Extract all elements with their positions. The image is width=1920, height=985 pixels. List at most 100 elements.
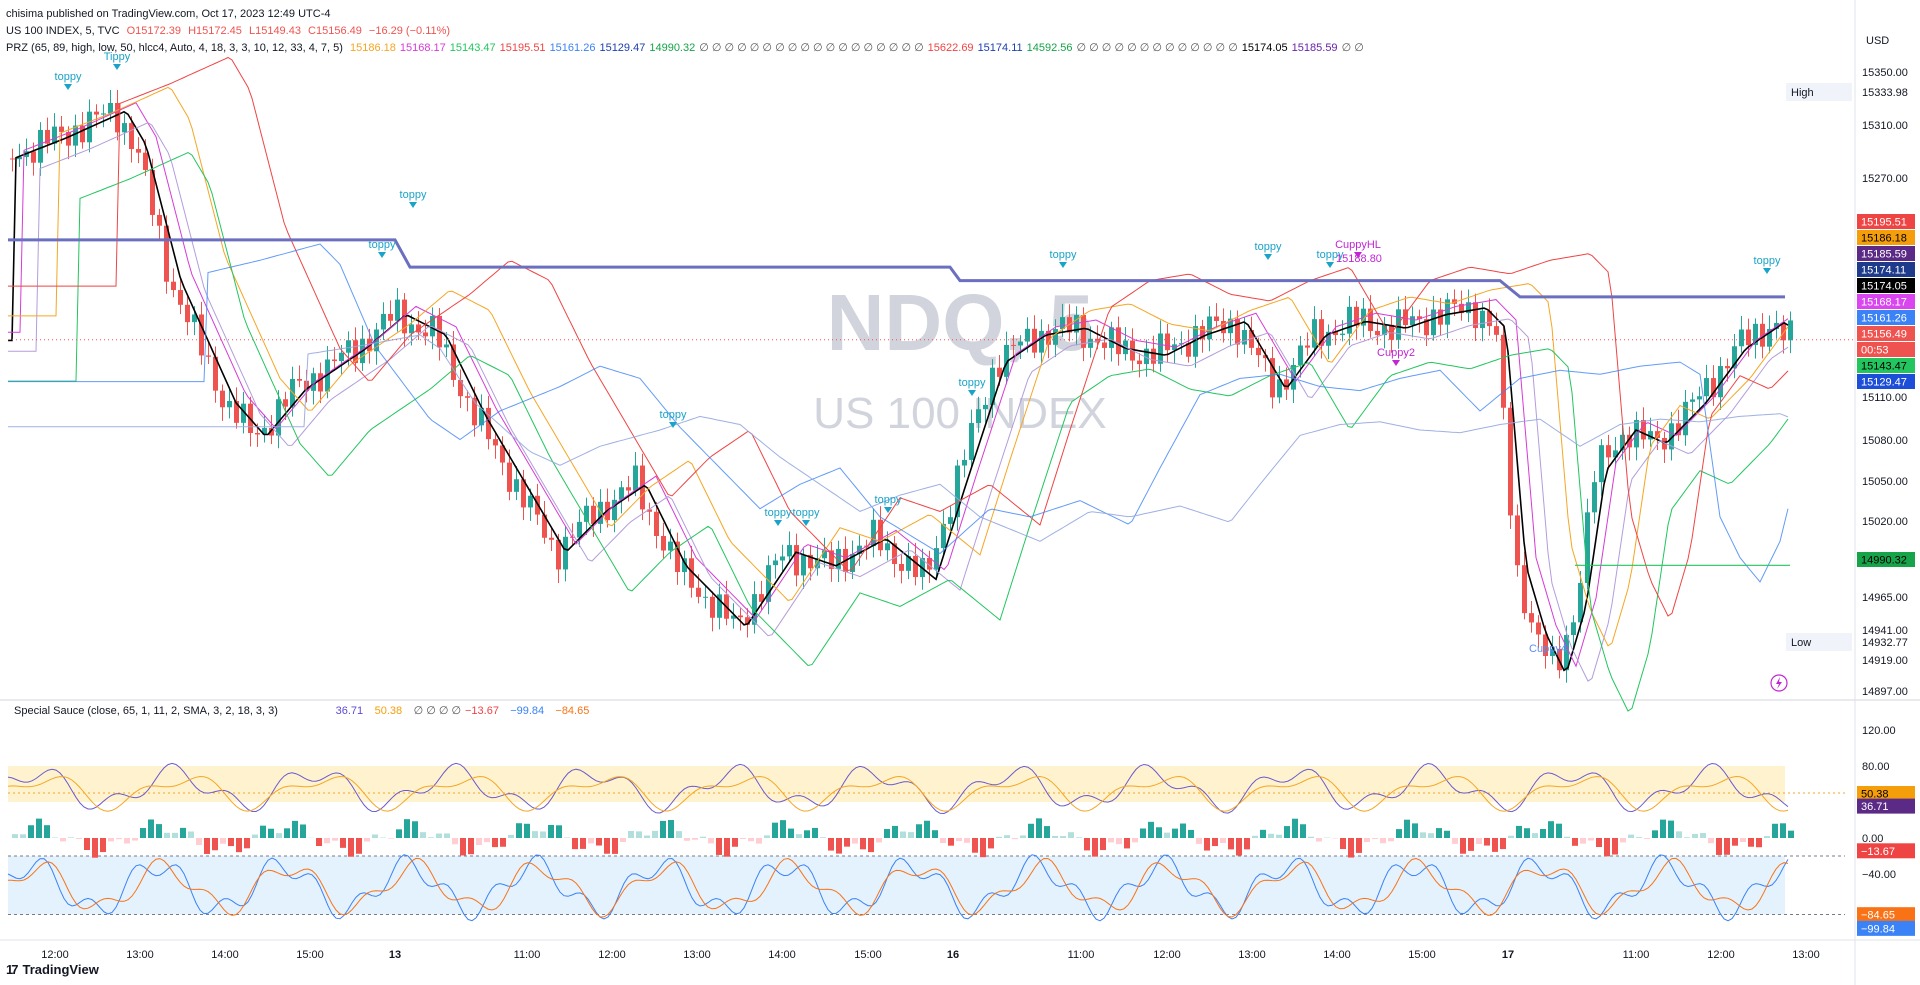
histogram-bar bbox=[1084, 838, 1090, 851]
histogram-bar bbox=[1196, 838, 1202, 844]
prz-value: ∅ ∅ ∅ ∅ ∅ ∅ ∅ ∅ ∅ ∅ ∅ ∅ ∅ bbox=[1076, 42, 1238, 54]
oscillator-value: −84.65 bbox=[555, 705, 589, 717]
candle bbox=[710, 591, 715, 632]
candle bbox=[73, 114, 78, 158]
time-axis-tick: 15:00 bbox=[854, 949, 882, 961]
candle bbox=[892, 536, 897, 578]
prz-value: 15185.59 bbox=[1291, 42, 1338, 54]
signal-arrow-icon bbox=[669, 422, 677, 428]
histogram-bar bbox=[1284, 826, 1290, 838]
candle bbox=[129, 116, 134, 163]
histogram-bar bbox=[1788, 830, 1794, 838]
histogram-bar bbox=[460, 838, 466, 856]
prz-label[interactable]: PRZ (65, 89, high, low, 50, hlcc4, Auto,… bbox=[6, 42, 343, 54]
symbol-title[interactable]: US 100 INDEX, 5, TVC bbox=[6, 25, 120, 37]
histogram-bar bbox=[796, 834, 802, 838]
candle bbox=[1081, 307, 1086, 362]
histogram-bar bbox=[780, 820, 786, 838]
histogram-bar bbox=[1300, 824, 1306, 838]
histogram-bar bbox=[1396, 829, 1402, 838]
prz-indicator-line[interactable]: PRZ (65, 89, high, low, 50, hlcc4, Auto,… bbox=[6, 40, 1368, 57]
candle bbox=[1606, 434, 1611, 470]
candle bbox=[1158, 320, 1163, 372]
histogram-bar bbox=[924, 820, 930, 838]
histogram-bar bbox=[1100, 838, 1106, 851]
high-marker bbox=[1786, 83, 1852, 101]
histogram-bar bbox=[1140, 828, 1146, 838]
histogram-bar bbox=[1436, 828, 1442, 838]
histogram-bar bbox=[1388, 838, 1394, 842]
signal-label: toppy bbox=[1317, 249, 1344, 261]
histogram-bar bbox=[1484, 838, 1490, 846]
candle bbox=[276, 390, 281, 449]
candle bbox=[171, 268, 176, 298]
histogram-bar bbox=[1148, 821, 1154, 838]
ohlc-open: O15172.39 bbox=[126, 25, 182, 37]
histogram-bar bbox=[980, 838, 986, 858]
candle bbox=[1536, 615, 1541, 648]
histogram-bar bbox=[1204, 838, 1210, 851]
histogram-bar bbox=[916, 824, 922, 838]
histogram-bar bbox=[164, 832, 170, 838]
candle bbox=[395, 288, 400, 332]
histogram-bar bbox=[820, 837, 826, 838]
histogram-bar bbox=[1316, 838, 1322, 842]
time-axis-tick: 13:00 bbox=[1792, 949, 1820, 961]
histogram-bar bbox=[1620, 838, 1626, 843]
candle bbox=[1382, 316, 1387, 349]
candle bbox=[1221, 308, 1226, 343]
candle bbox=[1053, 319, 1058, 358]
histogram-bar bbox=[996, 836, 1002, 838]
currency-label: USD bbox=[1866, 35, 1889, 47]
time-axis-tick: 11:00 bbox=[1068, 949, 1095, 961]
histogram-bar bbox=[1356, 838, 1362, 853]
watermark-name: US 100 INDEX bbox=[813, 389, 1106, 438]
histogram-bar bbox=[1492, 838, 1498, 852]
histogram-bar bbox=[292, 820, 298, 838]
candle bbox=[185, 296, 190, 336]
signal-label: toppy bbox=[400, 189, 427, 201]
candle bbox=[1417, 309, 1422, 333]
candle bbox=[1564, 625, 1569, 683]
osc-axis-tick: 0.00 bbox=[1862, 833, 1883, 845]
histogram-bar bbox=[1604, 838, 1610, 857]
candle bbox=[1767, 315, 1772, 354]
histogram-bar bbox=[1556, 823, 1562, 838]
histogram-bar bbox=[708, 838, 714, 844]
candle bbox=[619, 480, 624, 514]
price-badge bbox=[1857, 294, 1915, 309]
candle bbox=[780, 544, 785, 572]
signal-arrow-icon bbox=[64, 84, 72, 90]
candle bbox=[388, 300, 393, 327]
candle bbox=[1018, 335, 1023, 359]
histogram-bar bbox=[516, 823, 522, 838]
histogram-bar bbox=[1076, 837, 1082, 838]
candle bbox=[731, 603, 736, 629]
histogram-bar bbox=[836, 838, 842, 854]
prz-value: 15161.26 bbox=[549, 42, 596, 54]
histogram-bar bbox=[332, 838, 338, 841]
histogram-bar bbox=[1668, 820, 1674, 838]
candle bbox=[773, 553, 778, 579]
histogram-bar bbox=[1108, 838, 1114, 843]
candle bbox=[675, 532, 680, 585]
candle bbox=[164, 215, 169, 294]
chart-header: chisima published on TradingView.com, Oc… bbox=[6, 6, 1368, 57]
publish-text: chisima published on TradingView.com, Oc… bbox=[6, 8, 331, 20]
candle bbox=[1501, 324, 1506, 420]
candle bbox=[332, 347, 337, 371]
candle bbox=[878, 506, 883, 557]
histogram-bar bbox=[580, 838, 586, 849]
price-axis-tick: 14919.00 bbox=[1862, 655, 1908, 667]
histogram-bar bbox=[868, 838, 874, 853]
histogram-bar bbox=[36, 818, 42, 838]
candle bbox=[1032, 315, 1037, 359]
osc-upper-line-purple bbox=[7, 762, 1789, 815]
histogram-bar bbox=[476, 838, 482, 846]
histogram-bar bbox=[1708, 838, 1714, 844]
alert-lightning-icon[interactable] bbox=[1770, 674, 1788, 692]
candle bbox=[1452, 289, 1457, 317]
price-badge bbox=[1857, 262, 1915, 277]
histogram-bar bbox=[948, 838, 954, 846]
